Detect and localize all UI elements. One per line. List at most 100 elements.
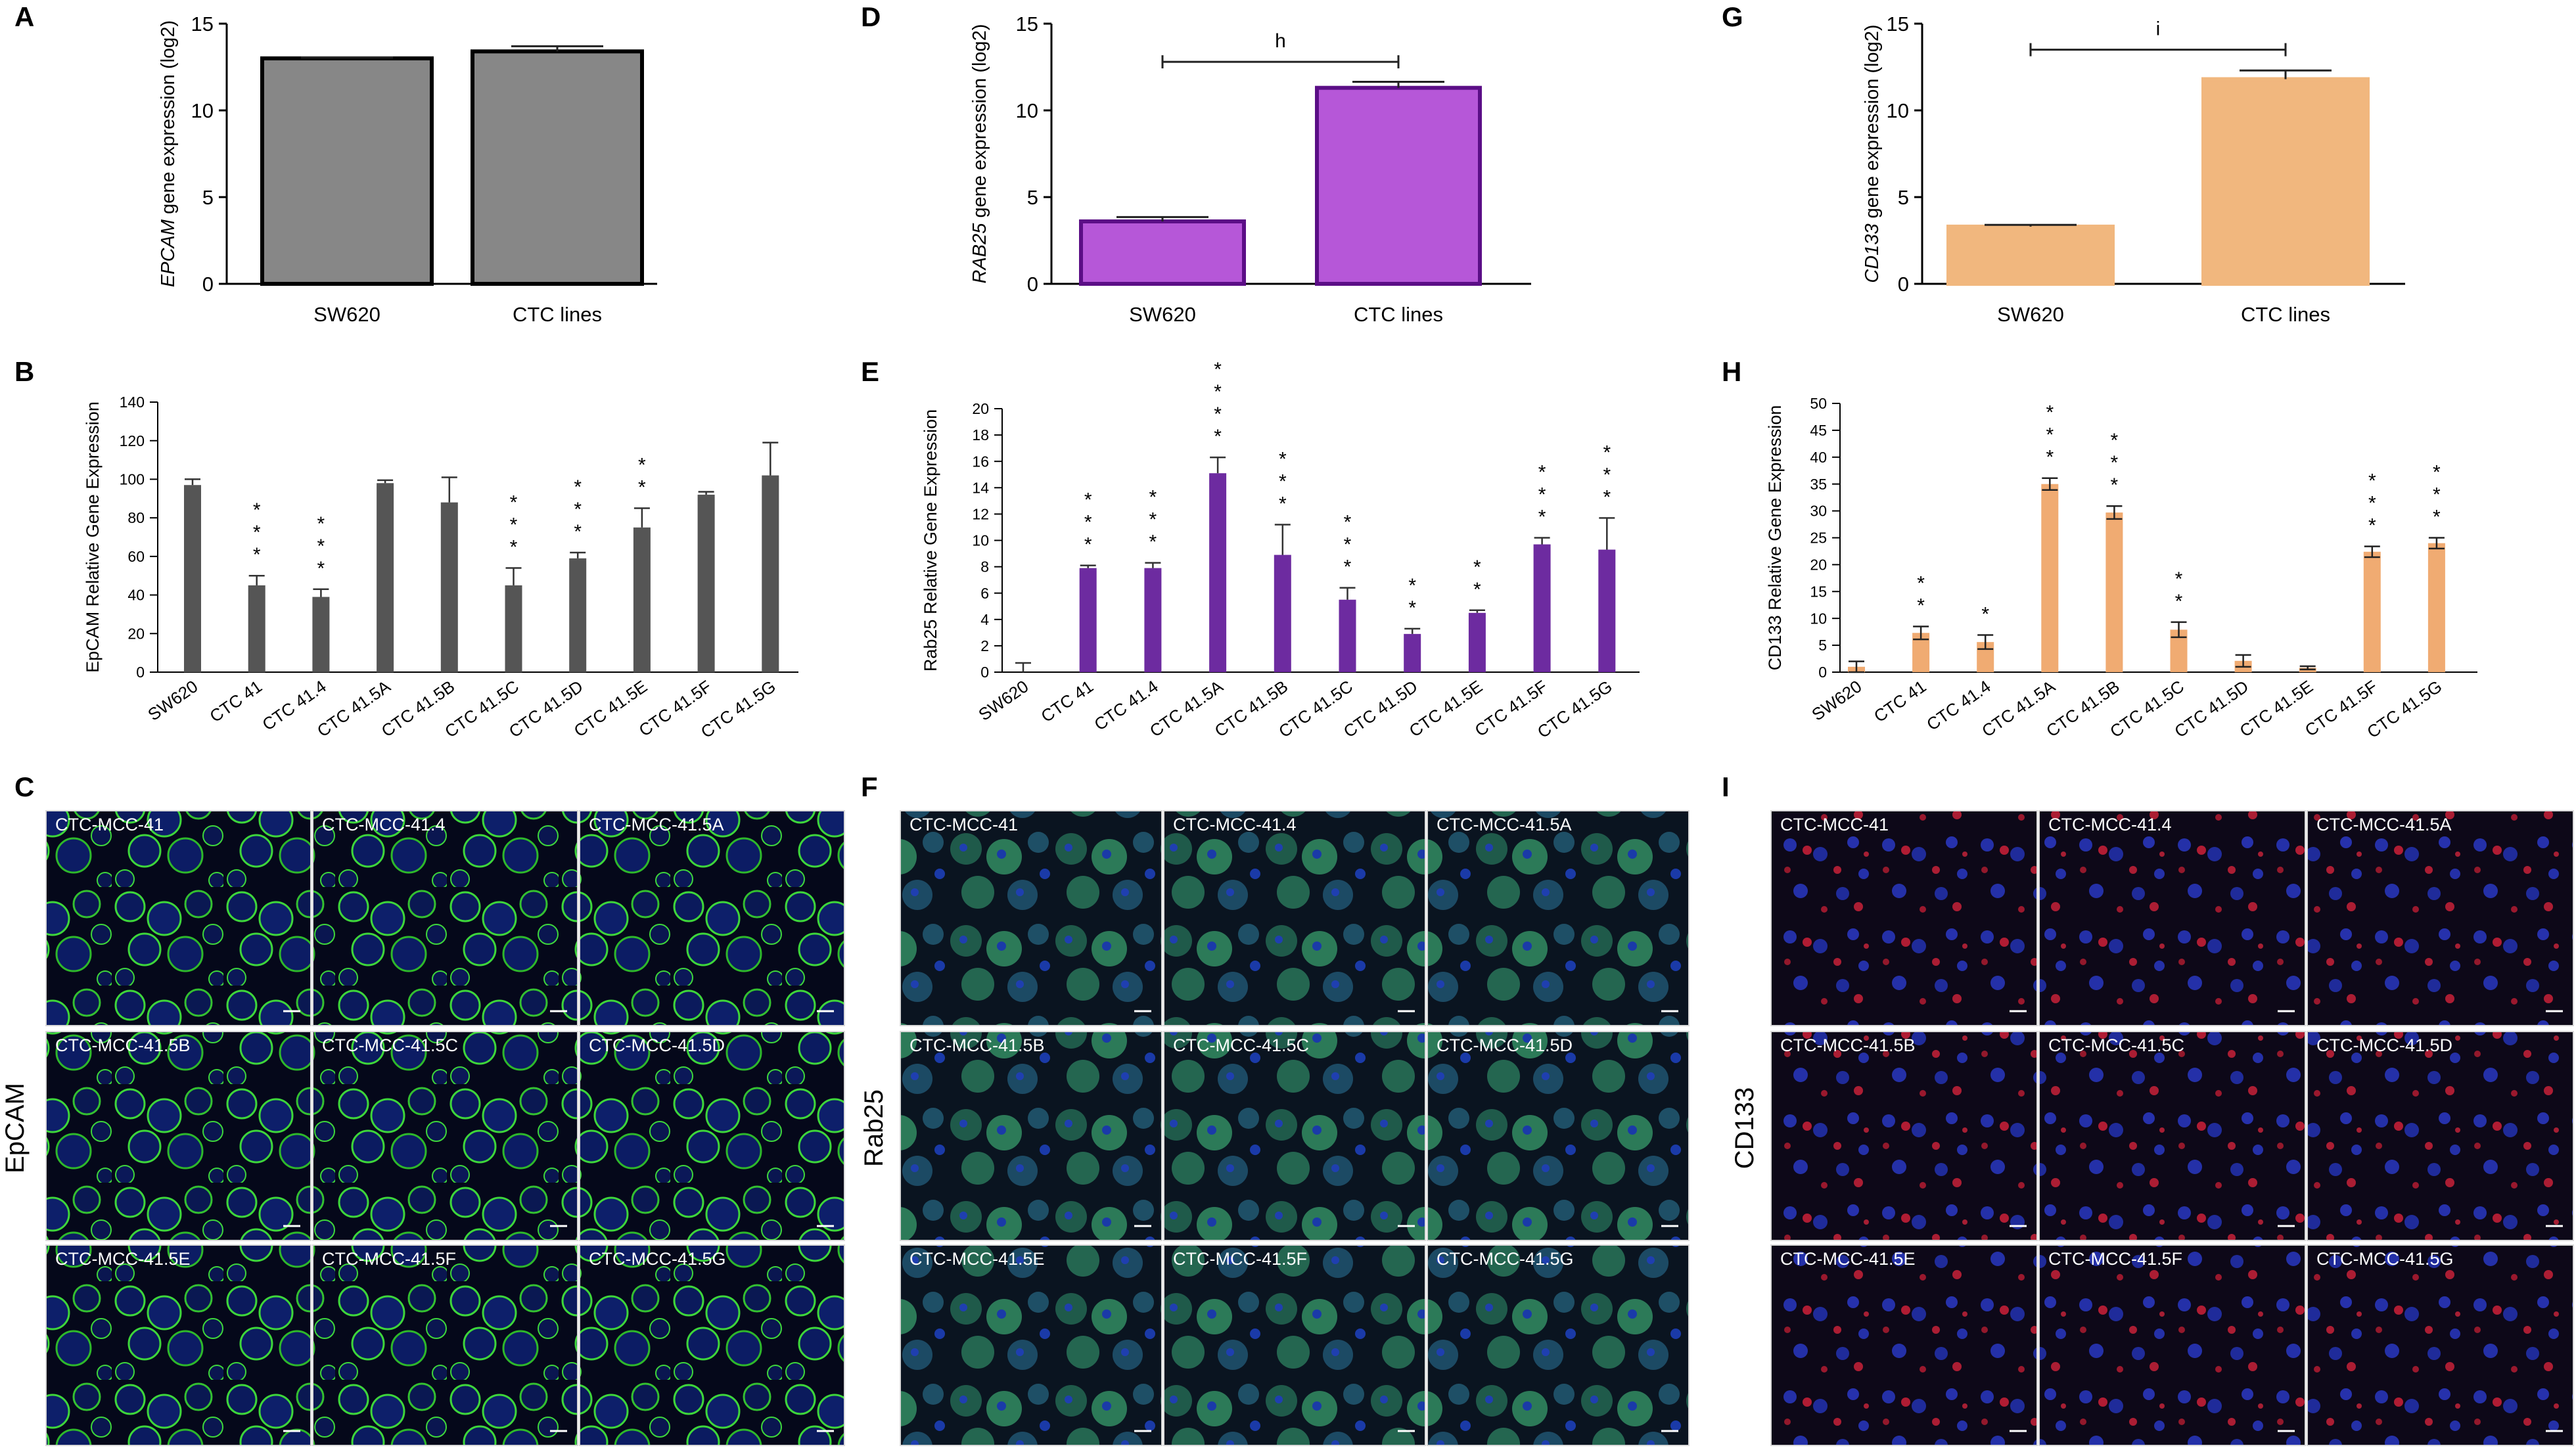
significance-star: * bbox=[1279, 470, 1287, 492]
y-axis-title: Rab25 Relative Gene Expression bbox=[921, 409, 940, 671]
y-tick-label: 40 bbox=[1810, 449, 1827, 466]
significance-star: * bbox=[574, 499, 582, 520]
bar bbox=[505, 585, 522, 672]
y-tick-label: 100 bbox=[120, 470, 145, 488]
significance-star: * bbox=[1981, 604, 1989, 625]
y-tick-label: 30 bbox=[1810, 503, 1827, 520]
bar bbox=[471, 49, 644, 286]
micrograph-caption: CTC-MCC-41.4 bbox=[1173, 815, 1297, 834]
y-tick-label: 10 bbox=[1887, 99, 1909, 122]
y-tick-label: 4 bbox=[980, 611, 989, 628]
significance-star: * bbox=[1344, 557, 1352, 578]
micrograph-tile bbox=[900, 1244, 1162, 1446]
micrograph-caption: CTC-MCC-41.5F bbox=[322, 1249, 456, 1269]
y-tick-label: 5 bbox=[202, 186, 214, 209]
significance-star: * bbox=[1149, 509, 1157, 531]
panel-label-B: B bbox=[14, 356, 34, 387]
x-tick-label: CTC 41 bbox=[206, 676, 266, 726]
micrograph-tile bbox=[900, 1031, 1162, 1241]
x-tick-label: CTC 41.5D bbox=[1340, 676, 1421, 741]
significance-star: * bbox=[2046, 447, 2054, 468]
micrograph-tile bbox=[2038, 810, 2306, 1026]
y-tick-label: 6 bbox=[980, 585, 989, 602]
significance-star: * bbox=[574, 521, 582, 543]
significance-star: * bbox=[638, 476, 646, 498]
y-tick-label: 120 bbox=[120, 432, 145, 449]
significance-star: * bbox=[1279, 448, 1287, 470]
micrograph-panel-I: CTC-MCC-41 CTC-MCC-41.4 CTC-MCC-41.5A CTC-M… bbox=[1730, 810, 2574, 1446]
micrograph-tile bbox=[2038, 1031, 2306, 1241]
panel-label-D: D bbox=[861, 1, 881, 32]
y-tick-label: 20 bbox=[127, 625, 145, 642]
y-tick-label: 20 bbox=[972, 400, 989, 417]
bar bbox=[697, 494, 715, 672]
y-axis-title-rest: gene expression (log2) bbox=[969, 24, 990, 223]
significance-star: * bbox=[1084, 489, 1092, 511]
micrograph-caption: CTC-MCC-41 bbox=[1780, 815, 1889, 834]
significance-star: * bbox=[1473, 557, 1481, 578]
micrograph-caption: CTC-MCC-41.5B bbox=[1780, 1035, 1916, 1055]
y-tick-label: 0 bbox=[1027, 273, 1038, 296]
significance-star: * bbox=[574, 476, 582, 498]
x-tick-label: SW620 bbox=[975, 676, 1032, 724]
bar bbox=[1144, 568, 1162, 672]
micrograph-caption: CTC-MCC-41.5C bbox=[2048, 1035, 2184, 1055]
significance-star: * bbox=[1917, 572, 1925, 594]
micrograph-caption: CTC-MCC-41.5G bbox=[1437, 1249, 1574, 1269]
significance-star: * bbox=[1214, 403, 1222, 425]
significance-star: * bbox=[2046, 402, 2054, 424]
y-tick-label: 80 bbox=[127, 509, 145, 526]
bar bbox=[1946, 224, 2115, 286]
x-tick-label: SW620 bbox=[1129, 303, 1196, 326]
bar bbox=[377, 483, 394, 672]
y-tick-label: 140 bbox=[120, 394, 145, 411]
significance-star: * bbox=[2175, 568, 2183, 590]
panel-label-H: H bbox=[1722, 356, 1741, 387]
micrograph-tile bbox=[579, 1031, 845, 1241]
significance-star: * bbox=[2111, 430, 2119, 451]
micrograph-caption: CTC-MCC-41 bbox=[55, 815, 164, 834]
significance-star: * bbox=[2368, 493, 2376, 514]
y-axis-title-gene: CD133 bbox=[1862, 223, 1883, 283]
significance-star: * bbox=[1214, 381, 1222, 403]
significance-star: * bbox=[1473, 579, 1481, 601]
micrograph-caption: CTC-MCC-41.5B bbox=[55, 1035, 191, 1055]
x-tick-label: SW620 bbox=[1808, 676, 1865, 724]
micrograph-caption: CTC-MCC-41.5G bbox=[589, 1249, 726, 1269]
micrograph-caption: CTC-MCC-41.5B bbox=[909, 1035, 1045, 1055]
bar bbox=[633, 527, 651, 672]
micrograph-panel-F: CTC-MCC-41 CTC-MCC-41.4 CTC-MCC-41.5A CTC-M… bbox=[860, 810, 1690, 1446]
bar bbox=[1533, 544, 1551, 672]
micrograph-tile bbox=[1770, 810, 2038, 1026]
panel-label-G: G bbox=[1722, 1, 1743, 32]
x-tick-label: SW620 bbox=[1997, 303, 2064, 326]
y-tick-label: 14 bbox=[972, 479, 989, 496]
bar bbox=[1315, 85, 1482, 286]
y-tick-label: 10 bbox=[1016, 99, 1038, 122]
x-tick-label: CTC 41.5E bbox=[1406, 676, 1486, 740]
y-tick-label: 10 bbox=[972, 532, 989, 549]
bar bbox=[312, 597, 330, 672]
bar bbox=[2105, 512, 2123, 672]
bar bbox=[1274, 555, 1291, 672]
micrograph-tile bbox=[45, 1031, 311, 1241]
bar bbox=[184, 485, 201, 672]
chart-D: 0 5 10 15 RAB25 gene expression (log2) SW620 C… bbox=[969, 12, 1531, 326]
y-tick-label: 15 bbox=[1016, 12, 1038, 35]
bar bbox=[1339, 599, 1356, 672]
stain-label: EpCAM bbox=[1, 1083, 30, 1173]
micrograph-tile bbox=[312, 810, 578, 1026]
significance-star: * bbox=[317, 535, 325, 557]
significance-star: * bbox=[2111, 452, 2119, 474]
significance-star: * bbox=[510, 536, 518, 558]
significance-star: * bbox=[1084, 512, 1092, 534]
significance-star: * bbox=[2111, 474, 2119, 496]
bar bbox=[569, 558, 587, 672]
micrograph-caption: CTC-MCC-41.5F bbox=[1173, 1249, 1307, 1269]
y-tick-label: 45 bbox=[1810, 422, 1827, 439]
x-tick-label: SW620 bbox=[313, 303, 380, 326]
micrograph-caption: CTC-MCC-41.5C bbox=[1173, 1035, 1309, 1055]
micrograph-caption: CTC-MCC-41.5A bbox=[2316, 815, 2452, 834]
micrograph-tile bbox=[2307, 1244, 2574, 1446]
bar bbox=[1079, 568, 1097, 672]
